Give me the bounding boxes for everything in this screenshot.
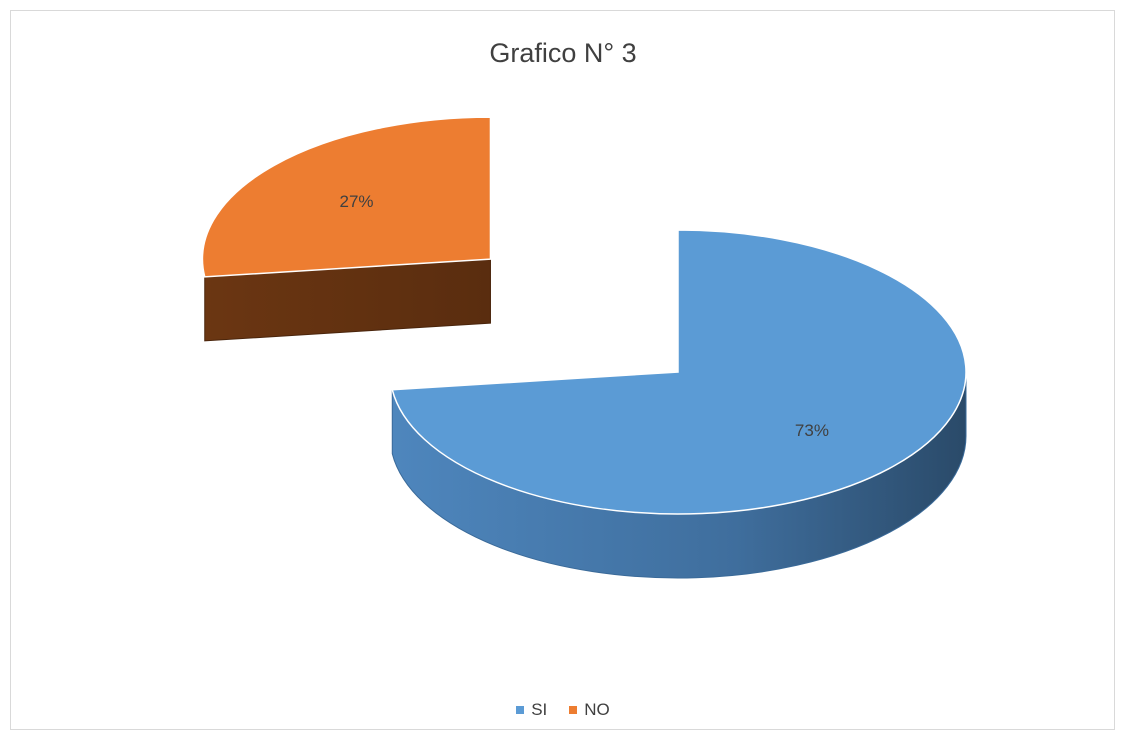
- data-label-no: 27%: [340, 192, 374, 211]
- chart-legend: SI NO: [0, 700, 1126, 720]
- legend-label-si: SI: [531, 700, 548, 719]
- legend-item-si: SI: [516, 700, 547, 720]
- legend-swatch-si: [516, 706, 525, 714]
- slice-si-top: [391, 229, 967, 515]
- chart-title: Grafico N° 3: [489, 38, 637, 68]
- legend-label-no: NO: [584, 700, 610, 719]
- slice-no: [201, 116, 492, 342]
- slice-si: [391, 229, 967, 579]
- legend-swatch-no: [569, 706, 578, 714]
- data-label-si: 73%: [795, 421, 829, 440]
- slice-no-top: [201, 116, 492, 278]
- legend-item-no: NO: [569, 700, 610, 720]
